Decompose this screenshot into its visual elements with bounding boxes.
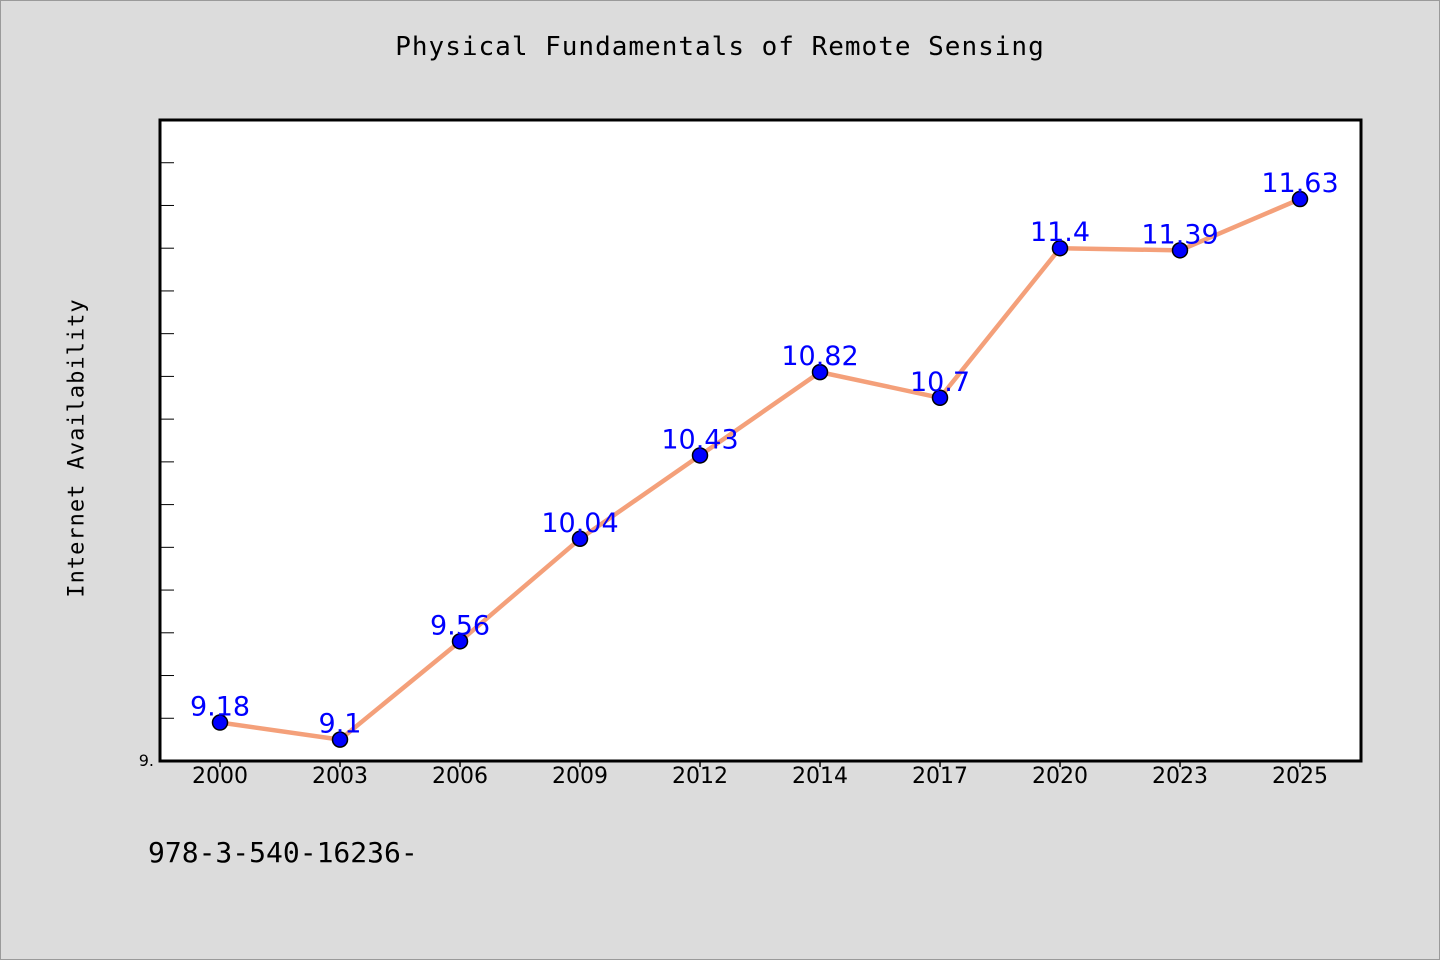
data-label: 9.18 xyxy=(190,692,250,723)
x-tick-label: 2025 xyxy=(1272,764,1328,789)
y-tick-labels: 9. xyxy=(139,751,154,770)
data-point xyxy=(571,530,589,548)
data-labels: 9.18 9.1 9.56 10.04 10.43 10.82 10.7 11.4 11.39 1… xyxy=(190,168,1339,740)
x-tick-label: 2003 xyxy=(312,764,368,789)
data-label: 9.1 xyxy=(319,709,362,740)
x-tick-label: 2014 xyxy=(792,764,848,789)
data-label: 10.04 xyxy=(541,508,618,539)
x-tick-label: 2023 xyxy=(1152,764,1208,789)
x-tick-label: 2020 xyxy=(1032,764,1088,789)
data-point xyxy=(1051,239,1069,257)
chart-title: Physical Fundamentals of Remote Sensing xyxy=(395,32,1045,62)
data-point xyxy=(211,714,229,731)
plot-area xyxy=(160,120,1361,761)
y-tick-label: 9. xyxy=(139,751,154,770)
data-point xyxy=(691,447,709,464)
data-label: 10.82 xyxy=(781,341,858,372)
data-label: 11.4 xyxy=(1030,217,1090,248)
data-point xyxy=(811,363,829,381)
footer-note: 978-3-540-16236- xyxy=(148,836,418,869)
data-point xyxy=(331,731,349,748)
data-point xyxy=(1171,242,1189,259)
series-line-group xyxy=(217,196,1303,742)
data-label: 10.43 xyxy=(661,424,738,455)
series-markers xyxy=(211,190,1309,748)
data-label: 11.63 xyxy=(1261,168,1338,199)
data-label: 11.39 xyxy=(1141,219,1218,250)
x-ticks: 2000 2003 2006 2009 2012 2014 2017 2020 2023 2025 xyxy=(192,761,1328,789)
series-line xyxy=(217,196,1303,742)
data-point xyxy=(931,389,949,407)
y-minor-ticks xyxy=(160,162,174,719)
x-tick-label: 2006 xyxy=(432,764,488,789)
data-label: 9.56 xyxy=(430,610,490,641)
data-point xyxy=(1291,190,1309,208)
plot-border xyxy=(158,118,1363,763)
x-tick-label: 2017 xyxy=(912,764,968,789)
data-label: 10.7 xyxy=(910,367,970,398)
x-tick-label: 2012 xyxy=(672,764,728,789)
data-point xyxy=(451,633,469,650)
x-tick-label: 2000 xyxy=(192,764,248,789)
x-tick-label: 2009 xyxy=(552,764,608,789)
